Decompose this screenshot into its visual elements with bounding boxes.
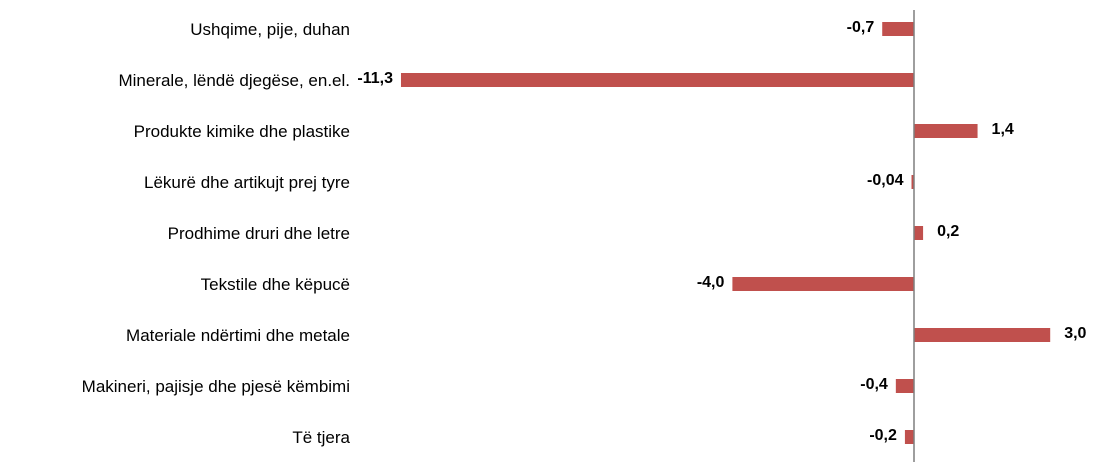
category-label: Tekstile dhe këpucë	[201, 275, 350, 294]
bars-group	[400, 22, 1051, 444]
bar	[914, 328, 1051, 342]
data-label: 1,4	[992, 121, 1014, 138]
bar	[914, 124, 978, 138]
data-label: -4,0	[697, 274, 725, 291]
category-label: Lëkurë dhe artikujt prej tyre	[144, 173, 350, 192]
bar	[911, 175, 914, 189]
category-label: Minerale, lëndë djegëse, en.el.	[118, 71, 350, 90]
data-label: -0,2	[869, 427, 897, 444]
bar	[732, 277, 914, 291]
bar	[895, 379, 914, 393]
data-label: -0,04	[867, 172, 904, 189]
data-label: -0,7	[847, 19, 875, 36]
bar	[914, 226, 924, 240]
value-labels-group: -0,7 -11,3 1,4 -0,04 0,2 -4,0 3,0 -0,4 -0,2	[357, 19, 1086, 444]
data-label: -0,4	[860, 376, 888, 393]
category-label: Prodhime druri dhe letre	[168, 224, 350, 243]
category-label: Ushqime, pije, duhan	[190, 20, 350, 39]
data-label: 0,2	[937, 223, 959, 240]
bar	[904, 430, 914, 444]
category-label: Materiale ndërtimi dhe metale	[126, 326, 350, 345]
data-label: -11,3	[357, 70, 393, 87]
category-label: Produkte kimike dhe plastike	[134, 122, 350, 141]
category-label: Makineri, pajisje dhe pjesë këmbimi	[82, 377, 350, 396]
category-label: Të tjera	[292, 428, 350, 447]
data-label: 3,0	[1064, 325, 1086, 342]
category-labels-group: Ushqime, pije, duhan Minerale, lëndë djeg…	[82, 20, 351, 447]
bar	[882, 22, 914, 36]
bar	[400, 73, 915, 87]
